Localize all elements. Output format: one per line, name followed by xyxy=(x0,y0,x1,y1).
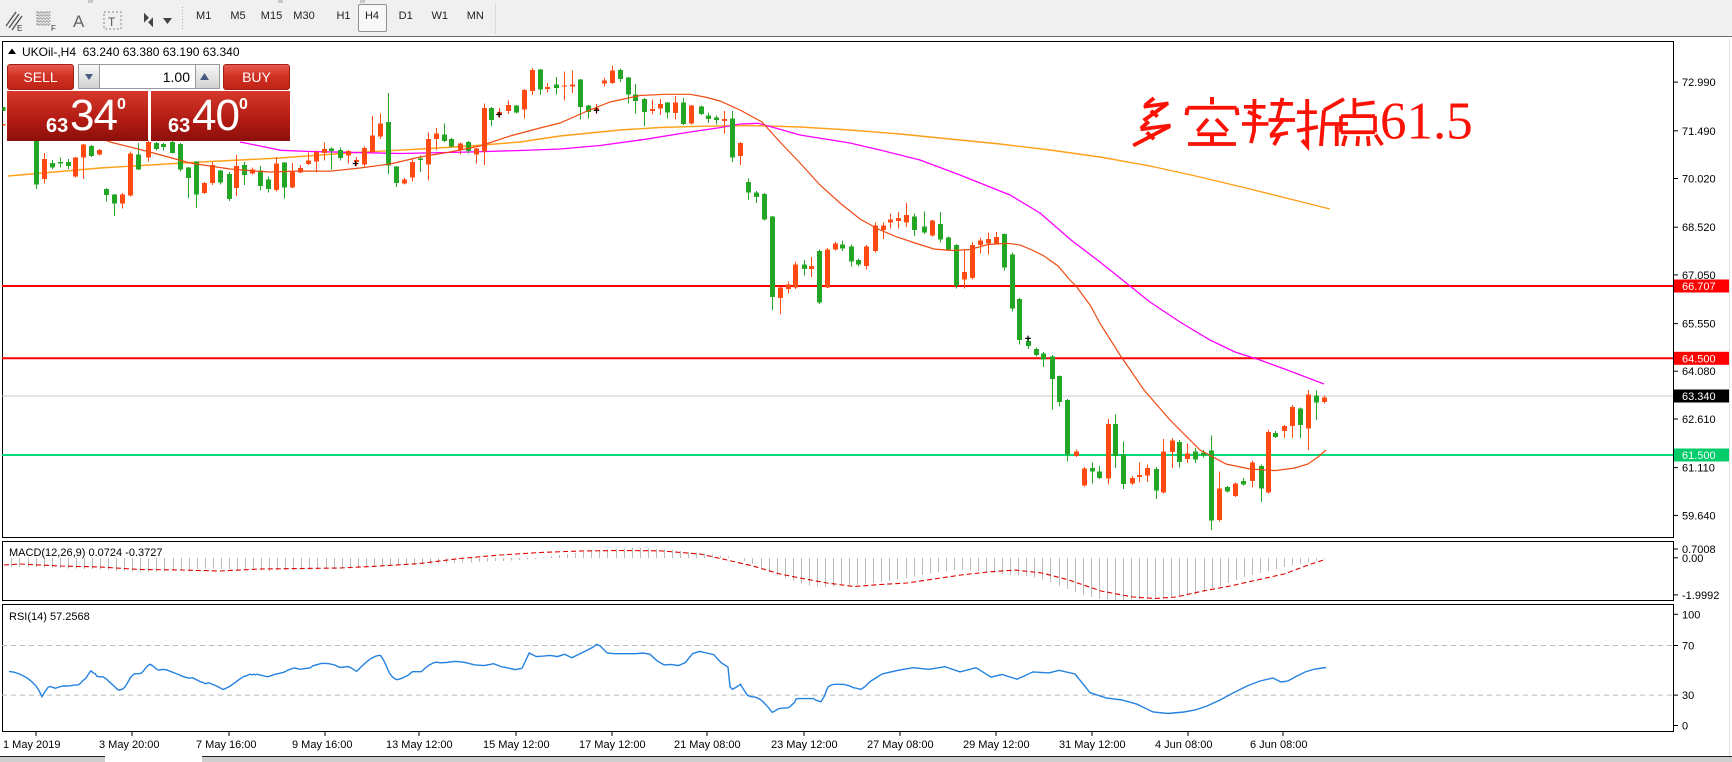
svg-text:100: 100 xyxy=(1682,609,1700,621)
svg-text:27 May 08:00: 27 May 08:00 xyxy=(867,739,934,751)
svg-text:31 May 12:00: 31 May 12:00 xyxy=(1059,739,1126,751)
svg-text:72.990: 72.990 xyxy=(1682,77,1716,89)
svg-text:9 May 16:00: 9 May 16:00 xyxy=(292,739,353,751)
svg-text:3 May 20:00: 3 May 20:00 xyxy=(99,739,160,751)
svg-text:23 May 12:00: 23 May 12:00 xyxy=(771,739,838,751)
svg-text:1 May 2019: 1 May 2019 xyxy=(3,739,60,751)
svg-text:-1.9992: -1.9992 xyxy=(1682,590,1719,602)
svg-text:62.610: 62.610 xyxy=(1682,414,1716,426)
svg-text:61.500: 61.500 xyxy=(1682,450,1716,462)
svg-text:66.707: 66.707 xyxy=(1682,281,1716,293)
svg-text:70: 70 xyxy=(1682,641,1694,653)
svg-text:67.050: 67.050 xyxy=(1682,270,1716,282)
svg-text:71.490: 71.490 xyxy=(1682,126,1716,138)
svg-text:15 May 12:00: 15 May 12:00 xyxy=(483,739,550,751)
svg-text:68.520: 68.520 xyxy=(1682,222,1716,234)
svg-text:T: T xyxy=(108,15,116,29)
svg-text:E: E xyxy=(17,24,22,33)
svg-text:63.340: 63.340 xyxy=(1682,391,1716,403)
svg-text:F: F xyxy=(51,24,56,33)
svg-text:29 May 12:00: 29 May 12:00 xyxy=(963,739,1030,751)
svg-text:6 Jun 08:00: 6 Jun 08:00 xyxy=(1250,739,1308,751)
svg-text:RSI(14) 57.2568: RSI(14) 57.2568 xyxy=(9,611,90,623)
svg-text:64.080: 64.080 xyxy=(1682,366,1716,378)
svg-text:17 May 12:00: 17 May 12:00 xyxy=(579,739,646,751)
svg-text:A: A xyxy=(73,12,85,31)
svg-text:MACD(12,26,9) 0.0724 -0.3727: MACD(12,26,9) 0.0724 -0.3727 xyxy=(9,547,162,559)
svg-text:59.640: 59.640 xyxy=(1682,510,1716,522)
svg-text:70.020: 70.020 xyxy=(1682,174,1716,186)
svg-text:13 May 12:00: 13 May 12:00 xyxy=(386,739,453,751)
svg-text:30: 30 xyxy=(1682,690,1694,702)
svg-text:4 Jun 08:00: 4 Jun 08:00 xyxy=(1155,739,1213,751)
svg-text:0.00: 0.00 xyxy=(1682,553,1703,565)
svg-text:21 May 08:00: 21 May 08:00 xyxy=(674,739,741,751)
svg-text:0: 0 xyxy=(1682,721,1688,733)
svg-text:61.5: 61.5 xyxy=(1380,93,1473,151)
svg-text:7 May 16:00: 7 May 16:00 xyxy=(196,739,257,751)
svg-text:UKOil-,H4 63.240 63.380 63.19: UKOil-,H4 63.240 63.380 63.190 63.340 xyxy=(22,45,240,59)
svg-text:61.110: 61.110 xyxy=(1682,463,1715,475)
svg-text:0.7008: 0.7008 xyxy=(1682,544,1716,556)
svg-text:65.550: 65.550 xyxy=(1682,319,1716,331)
svg-text:64.500: 64.500 xyxy=(1682,353,1716,365)
